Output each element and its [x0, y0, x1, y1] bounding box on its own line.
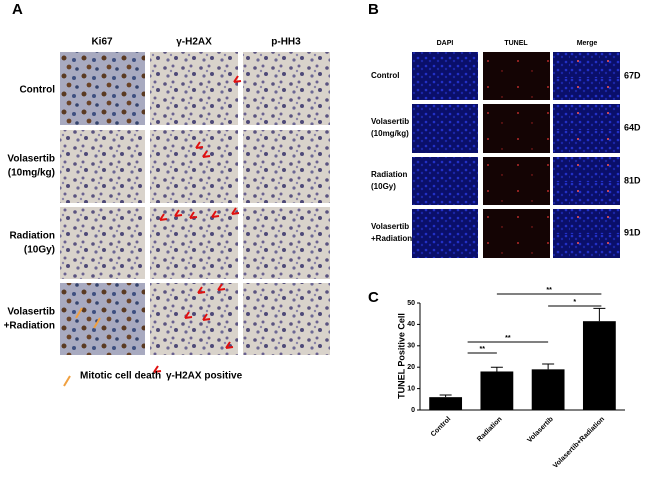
row-label: Volasertib [371, 117, 409, 126]
y-axis-title: TUNEL Positive Cell [396, 313, 406, 399]
legend-text: γ-H2AX positive [166, 371, 243, 382]
panel-label: A [12, 1, 23, 18]
bar [582, 321, 616, 410]
significance-label: ** [546, 287, 552, 294]
column-header: γ-H2AX [176, 37, 212, 48]
significance-label: ** [480, 346, 486, 353]
error-bar [542, 363, 555, 370]
row-label: Radiation [9, 231, 55, 242]
day-label: 91D [624, 227, 641, 237]
bar [429, 397, 463, 410]
y-tick-label: 50 [407, 300, 415, 307]
y-tick-label: 30 [407, 343, 415, 350]
error-bar [593, 307, 606, 322]
legend-text: Mitotic cell death [80, 371, 161, 382]
x-tick-label: Volasertib [526, 416, 555, 445]
panel-label: C [368, 289, 379, 306]
column-header: p-HH3 [271, 37, 301, 48]
row-label: (10mg/kg) [371, 129, 409, 138]
x-tick-label: Radiation [476, 416, 503, 443]
day-label: 67D [624, 70, 641, 80]
row-label: Volasertib [371, 222, 409, 231]
y-tick-label: 20 [407, 364, 415, 371]
error-bar [439, 394, 452, 398]
row-label: Radiation [371, 170, 408, 179]
bar [531, 369, 565, 410]
column-header: Merge [577, 40, 598, 47]
x-tick-label: Volasertib+Radiation [552, 416, 606, 470]
y-tick-label: 40 [407, 321, 415, 328]
panel-b-images [412, 52, 620, 258]
column-header: TUNEL [504, 40, 528, 47]
row-label: Volasertib [7, 154, 55, 165]
row-label: (10mg/kg) [8, 168, 55, 179]
bar [480, 371, 514, 410]
x-tick-label: Control [430, 416, 453, 439]
row-label: +Radiation [4, 321, 55, 332]
column-header: DAPI [437, 40, 454, 47]
day-label: 81D [624, 175, 641, 185]
row-label: Control [19, 85, 55, 96]
row-label: +Radiation [371, 234, 412, 243]
row-label: (10Gy) [24, 245, 55, 256]
row-label: Volasertib [7, 307, 55, 318]
column-header: Ki67 [91, 37, 113, 48]
y-tick-label: 0 [411, 407, 415, 414]
significance-label: ** [505, 335, 511, 342]
panel-label: B [368, 1, 379, 18]
panel-a-images [60, 52, 330, 387]
error-bar [490, 366, 503, 372]
day-label: 64D [624, 122, 641, 132]
significance-label: * [573, 299, 576, 306]
row-label: Control [371, 71, 399, 80]
y-tick-label: 10 [407, 385, 415, 392]
row-label: (10Gy) [371, 182, 396, 191]
